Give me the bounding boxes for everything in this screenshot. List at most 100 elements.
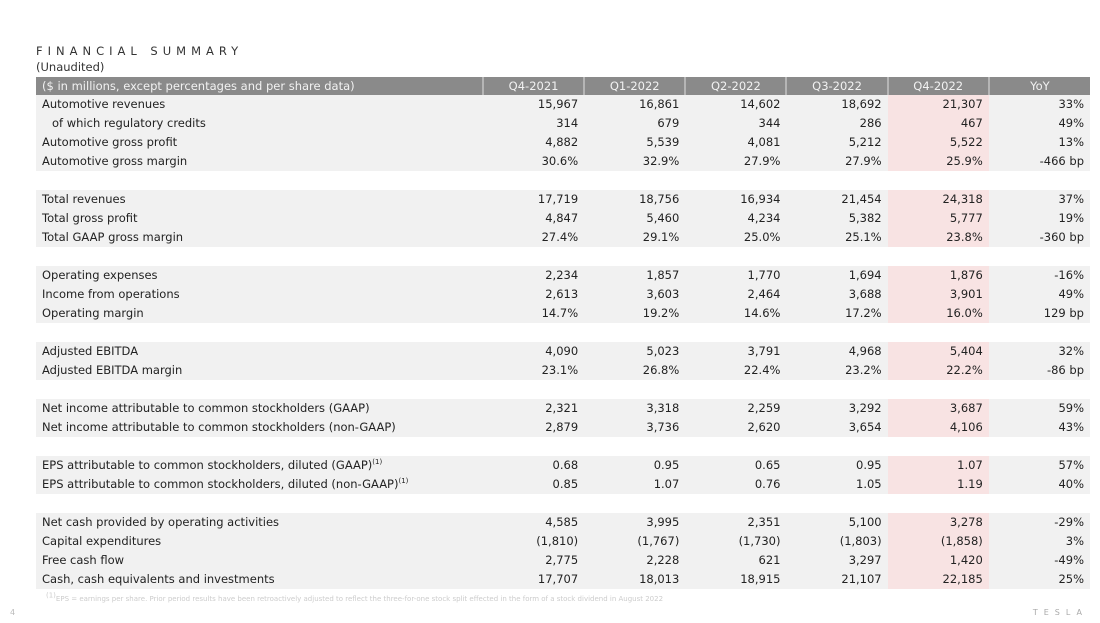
cell-text: 59% (1058, 401, 1084, 415)
cell-text: 32.9% (642, 154, 680, 168)
cell-text: Total GAAP gross margin (42, 230, 184, 244)
cell-text: -360 bp (1039, 230, 1084, 244)
cell-text: 5,382 (848, 211, 882, 225)
cell-text: Adjusted EBITDA (42, 344, 139, 358)
table-row: Operating margin 14.7% 19.2% 14.6% 17.2% 16.0… (36, 304, 1090, 323)
cell-text: 18,915 (740, 572, 781, 586)
cell-text: 1,876 (949, 268, 983, 282)
row-label: Operating margin (36, 304, 483, 323)
cell-text: 40% (1058, 477, 1084, 491)
cell-value: 621 (685, 551, 787, 570)
cell-text: Automotive revenues (42, 97, 166, 111)
cell-value: 14.7% (483, 304, 585, 323)
cell-text: 1,857 (646, 268, 680, 282)
cell-value: 32.9% (584, 152, 686, 171)
cell-value: 22.2% (887, 361, 989, 380)
cell-text: 21,454 (841, 192, 882, 206)
column-header: ($ in millions, except percentages and p… (36, 77, 483, 95)
cell-text: Total revenues (42, 192, 126, 206)
cell-text: 314 (556, 116, 579, 130)
cell-value: 30.6% (483, 152, 585, 171)
cell-text: 2,351 (747, 515, 781, 529)
cell-value: 3,901 (887, 285, 989, 304)
row-label: Automotive gross margin (36, 152, 483, 171)
cell-text: 25.1% (845, 230, 882, 244)
spacer-row (36, 323, 1090, 342)
table-row: Cash, cash equivalents and investments 17… (36, 570, 1090, 589)
cell-text: 5,777 (949, 211, 983, 225)
cell-text: 3,292 (848, 401, 882, 415)
cell-value: 3,791 (685, 342, 787, 361)
cell-value: 21,454 (786, 190, 888, 209)
cell-text: 25.9% (946, 154, 983, 168)
cell-value: (1,858) (887, 532, 989, 551)
cell-text: 4,585 (545, 515, 579, 529)
row-label: Free cash flow (36, 551, 483, 570)
subtitle: (Unaudited) (36, 60, 105, 74)
cell-value: 1.05 (786, 475, 888, 494)
footnote-text: EPS = earnings per share. Prior period r… (55, 595, 664, 603)
cell-text: 16.0% (946, 306, 983, 320)
table-row: of which regulatory credits 314 679 344 286 4… (36, 114, 1090, 133)
cell-text: Cash, cash equivalents and investments (42, 572, 275, 586)
cell-text: 33% (1058, 97, 1084, 111)
tesla-logo: TESLA (1032, 608, 1088, 617)
cell-value: 4,234 (685, 209, 787, 228)
cell-text: 22.2% (946, 363, 983, 377)
cell-text: Net cash provided by operating activitie… (42, 515, 280, 529)
cell-text: Capital expenditures (42, 534, 162, 548)
cell-text: 4,882 (545, 135, 579, 149)
row-label: Total revenues (36, 190, 483, 209)
cell-value: 14.6% (685, 304, 787, 323)
cell-value: 1,770 (685, 266, 787, 285)
cell-text: 2,775 (545, 553, 579, 567)
spacer-row (36, 171, 1090, 190)
table-row: Automotive revenues 15,967 16,861 14,602 18,… (36, 95, 1090, 114)
cell-text: 0.68 (552, 458, 579, 472)
cell-value: 15,967 (483, 95, 585, 114)
cell-value: 27.9% (685, 152, 787, 171)
cell-value: 25.1% (786, 228, 888, 247)
cell-text: 129 bp (1043, 306, 1084, 320)
cell-value: 21,307 (887, 95, 989, 114)
cell-value: 1,420 (887, 551, 989, 570)
cell-value: 4,090 (483, 342, 585, 361)
cell-text: 14.6% (743, 306, 781, 320)
cell-text: Operating expenses (42, 268, 158, 282)
cell-text: Automotive gross margin (42, 154, 188, 168)
cell-value: 5,777 (887, 209, 989, 228)
cell-text: 26.8% (642, 363, 680, 377)
cell-value: 16,934 (685, 190, 787, 209)
table-row: Adjusted EBITDA margin 23.1% 26.8% 22.4% 23.… (36, 361, 1090, 380)
cell-text: 14.7% (541, 306, 579, 320)
column-header: Q1-2022 (583, 77, 686, 95)
cell-text: 679 (657, 116, 680, 130)
cell-value: 314 (483, 114, 585, 133)
cell-text: 23.2% (845, 363, 882, 377)
cell-text: 23.1% (541, 363, 579, 377)
cell-text: 13% (1058, 135, 1084, 149)
cell-text: 27.9% (743, 154, 781, 168)
cell-text: -466 bp (1039, 154, 1084, 168)
cell-text: (1,767) (637, 534, 680, 548)
cell-text: 5,212 (848, 135, 882, 149)
cell-text: Adjusted EBITDA margin (42, 363, 183, 377)
cell-text: 621 (758, 553, 781, 567)
cell-text: 49% (1058, 116, 1084, 130)
cell-value: -86 bp (988, 361, 1090, 380)
cell-text: 2,228 (646, 553, 680, 567)
cell-value: 3,278 (887, 513, 989, 532)
cell-text: 3% (1065, 534, 1084, 548)
cell-value: 13% (988, 133, 1090, 152)
cell-value: 32% (988, 342, 1090, 361)
table-header: ($ in millions, except percentages and p… (36, 77, 1090, 95)
cell-text: Total gross profit (42, 211, 138, 225)
cell-value: 0.76 (685, 475, 787, 494)
cell-value: 5,539 (584, 133, 686, 152)
cell-text: 18,756 (639, 192, 680, 206)
cell-text: 2,613 (545, 287, 579, 301)
row-label: Capital expenditures (36, 532, 483, 551)
cell-text: 3,654 (848, 420, 882, 434)
table-row: Free cash flow 2,775 2,228 621 3,297 1,420 -49… (36, 551, 1090, 570)
column-header: Q4-2021 (481, 77, 585, 95)
